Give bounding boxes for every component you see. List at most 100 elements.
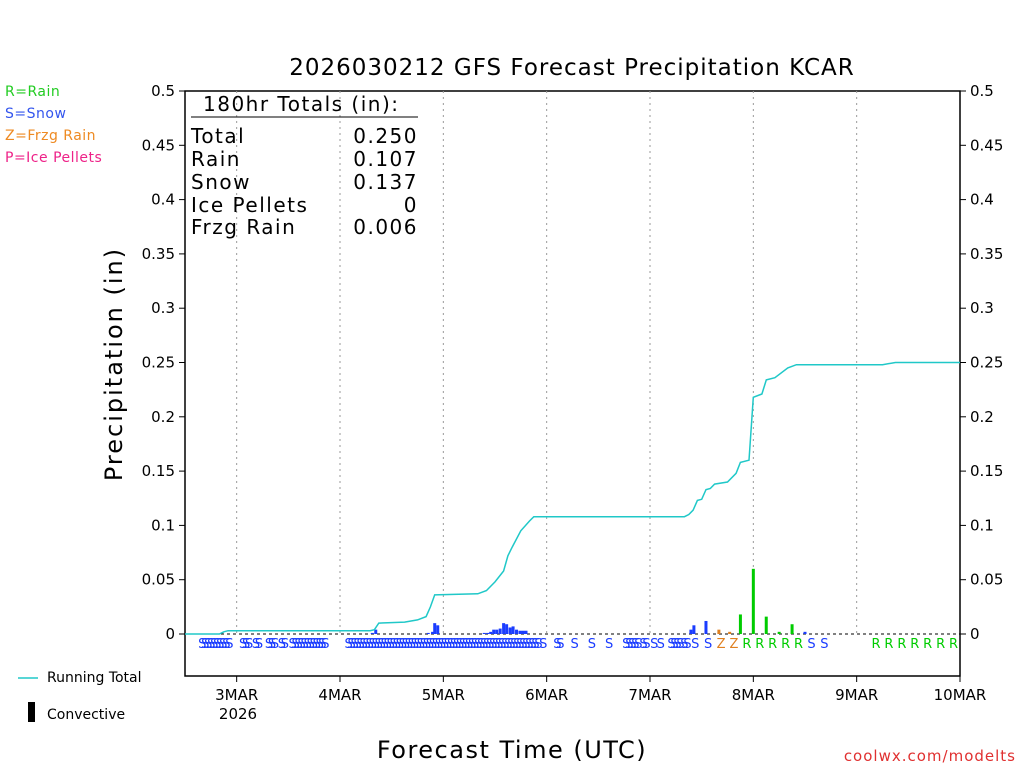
precip-bar: [482, 632, 486, 634]
plot-frame: [184, 90, 961, 677]
precip-bar: [704, 620, 708, 634]
precip-type-letter: S: [393, 637, 401, 652]
y-tick-label-right: 0.25: [970, 354, 1003, 372]
precip-bar: [370, 632, 374, 634]
precip-type-letter: R: [742, 637, 751, 652]
precip-type-letter: S: [381, 637, 389, 652]
precip-type-letter: S: [631, 637, 639, 652]
precip-bar: [489, 631, 493, 634]
y-tick-label-left: 0.3: [151, 299, 175, 317]
y-tick-label-left: 0.2: [151, 408, 175, 426]
precip-type-letter: S: [426, 637, 434, 652]
precip-type-letter: S: [820, 637, 828, 652]
precip-type-letter: S: [255, 637, 263, 652]
y-tick-label-right: 0.5: [970, 82, 994, 100]
precip-type-letter: S: [225, 637, 233, 652]
precip-type-letter: S: [480, 637, 488, 652]
precip-type-letter: S: [605, 637, 613, 652]
x-tick-label: 4MAR: [318, 686, 361, 704]
y-tick-label-right: 0.35: [970, 245, 1003, 263]
precip-bar: [777, 631, 781, 634]
precip-type-letter: S: [450, 637, 458, 652]
precip-type-letter: S: [414, 637, 422, 652]
precip-type-letter: S: [351, 637, 359, 652]
chart-title: 2026030212 GFS Forecast Precipitation KC…: [289, 55, 855, 81]
totals-header: 180hr Totals (in):: [203, 92, 400, 116]
precip-type-letter: S: [278, 637, 286, 652]
precip-type-letter: S: [522, 637, 530, 652]
totals-total-value: 0.250: [353, 124, 418, 148]
y-tick-label-right: 0.1: [970, 516, 994, 534]
precip-type-letter: S: [265, 637, 273, 652]
y-tick-label-right: 0.3: [970, 299, 994, 317]
precip-type-letter: S: [504, 637, 512, 652]
precip-type-letter: S: [222, 637, 230, 652]
precip-type-letter: S: [295, 637, 303, 652]
precip-type-letter: S: [441, 637, 449, 652]
precip-bar: [717, 629, 721, 634]
convective-swatch: [28, 702, 35, 722]
precip-type-letter: S: [304, 637, 312, 652]
precip-type-letter: S: [384, 637, 392, 652]
precip-type-letter: S: [198, 637, 206, 652]
precip-bar: [502, 623, 506, 634]
precip-type-letter: S: [468, 637, 476, 652]
precip-bars: [370, 568, 807, 634]
y-tick-label-left: 0.35: [142, 245, 175, 263]
precip-type-letter: S: [459, 637, 467, 652]
precip-type-letter: S: [588, 637, 596, 652]
gridlines: [185, 91, 960, 635]
totals-rain-label: Rain: [191, 147, 241, 171]
precip-type-letter: S: [360, 637, 368, 652]
totals-frzg-rain-label: Frzg Rain: [191, 215, 296, 239]
precip-type-letter: S: [213, 637, 221, 652]
y-tick-label-right: 0.2: [970, 408, 994, 426]
precip-type-letter: S: [625, 637, 633, 652]
precip-type-letter: S: [252, 637, 260, 652]
precip-type-letter: R: [781, 637, 790, 652]
y-tick-label-left: 0.4: [151, 191, 175, 209]
precip-bar: [790, 624, 794, 634]
y-tick-label-left: 0.5: [151, 82, 175, 100]
precip-type-letter: S: [683, 637, 691, 652]
totals-box: 180hr Totals (in): Total 0.250 Rain 0.10…: [190, 92, 418, 239]
totals-total-label: Total: [190, 124, 245, 148]
legend-snow: S=Snow: [5, 106, 66, 122]
y-tick-label-right: 0.15: [970, 462, 1003, 480]
totals-ice-pellets-label: Ice Pellets: [191, 193, 308, 217]
precip-bar: [803, 631, 807, 634]
precip-type-letter: S: [399, 637, 407, 652]
precip-type-letter: S: [571, 637, 579, 652]
bottom-legend: Running Total Convective: [18, 670, 142, 723]
precip-type-letter: S: [657, 637, 665, 652]
precip-bar: [689, 629, 693, 634]
precip-type-letter: S: [670, 637, 678, 652]
precip-bar: [426, 632, 430, 634]
precip-type-letter: S: [375, 637, 383, 652]
precip-bar: [751, 568, 755, 634]
precip-type-letter: S: [298, 637, 306, 652]
x-axis-label: Forecast Time (UTC): [377, 736, 647, 764]
precip-bar: [728, 631, 732, 634]
precip-type-letter: S: [435, 637, 443, 652]
precip-type-letter: R: [872, 637, 881, 652]
y-axis-label: Precipitation (in): [100, 247, 128, 481]
precip-type-letter: S: [471, 637, 479, 652]
y-tick-label-right: 0: [970, 625, 980, 643]
precip-type-letter: S: [292, 637, 300, 652]
precip-type-letter: S: [676, 637, 684, 652]
precip-type-letter: S: [498, 637, 506, 652]
precip-type-letter: Z: [717, 637, 726, 652]
precip-type-letter: R: [884, 637, 893, 652]
precip-bar: [511, 626, 515, 634]
precip-type-letter: S: [310, 637, 318, 652]
precip-type-letter: S: [528, 637, 536, 652]
precip-bar: [764, 616, 768, 634]
precip-type-letter: S: [513, 637, 521, 652]
y-tick-label-left: 0.1: [151, 516, 175, 534]
precip-type-letter: S: [534, 637, 542, 652]
precip-type-letter: S: [539, 637, 547, 652]
precip-type-letter: S: [372, 637, 380, 652]
precip-type-letter: S: [301, 637, 309, 652]
precip-type-letter: S: [531, 637, 539, 652]
